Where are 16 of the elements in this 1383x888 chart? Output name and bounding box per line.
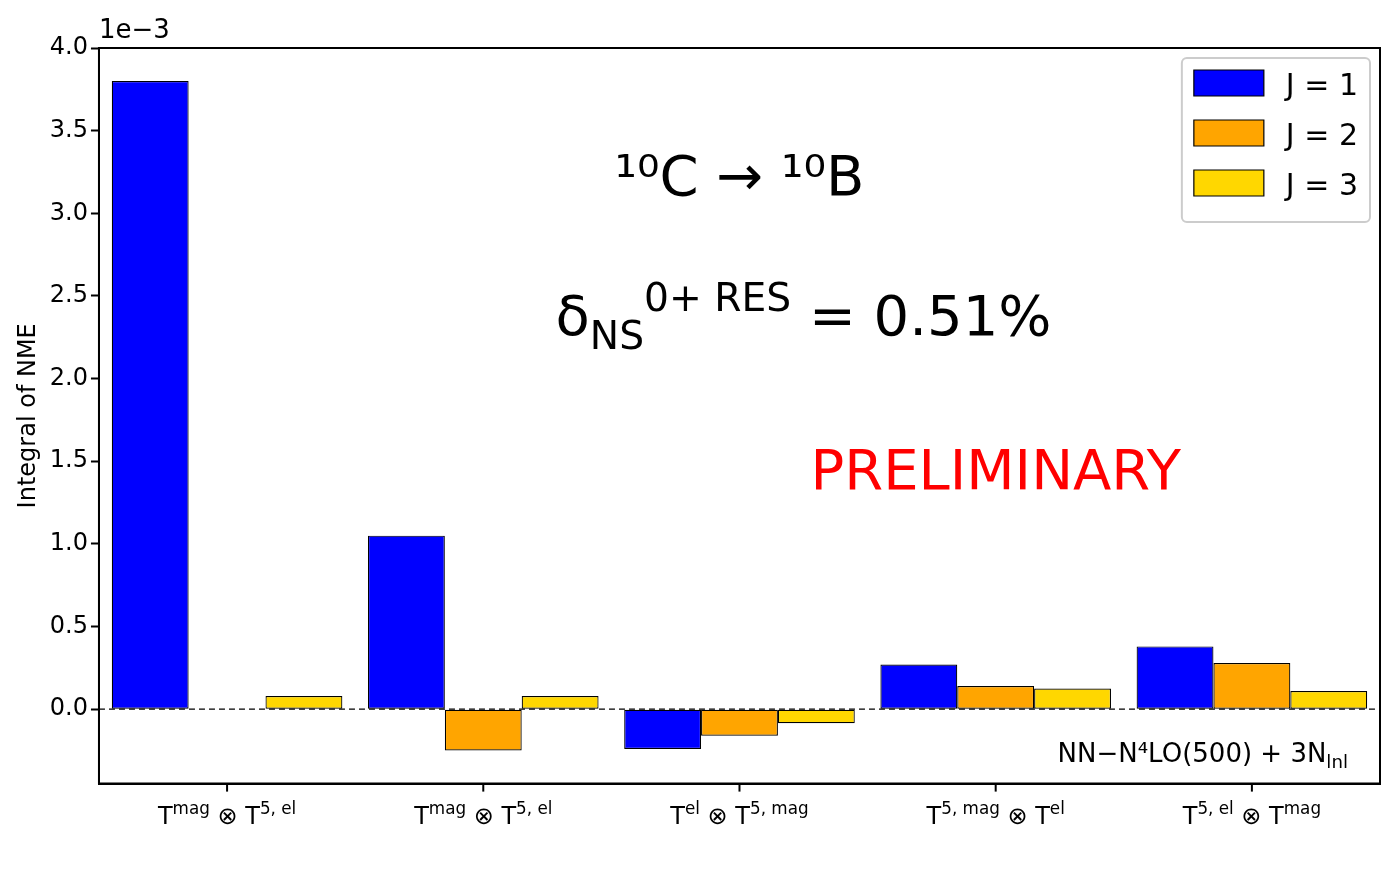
y-axis-title: Integral of NME xyxy=(12,323,41,509)
y-tick-label: 1.5 xyxy=(49,445,88,474)
legend-label: J = 3 xyxy=(1283,167,1359,202)
y-tick-label: 3.0 xyxy=(49,197,88,226)
y-tick-label: 3.5 xyxy=(49,114,88,143)
annotation: ¹⁰C → ¹⁰B xyxy=(614,143,865,209)
annotation: PRELIMINARY xyxy=(810,437,1182,503)
legend-label: J = 2 xyxy=(1283,117,1359,152)
y-tick-label: 4.0 xyxy=(49,32,88,61)
legend-label: J = 1 xyxy=(1283,67,1359,102)
y-tick-label: 0.5 xyxy=(49,610,88,639)
y-tick-label: 0.0 xyxy=(49,693,88,722)
y-tick-label: 2.0 xyxy=(49,362,88,391)
y-tick-label: 1.0 xyxy=(49,528,88,557)
y-tick-label: 2.5 xyxy=(49,280,88,309)
text: 1e−3 xyxy=(98,14,170,44)
